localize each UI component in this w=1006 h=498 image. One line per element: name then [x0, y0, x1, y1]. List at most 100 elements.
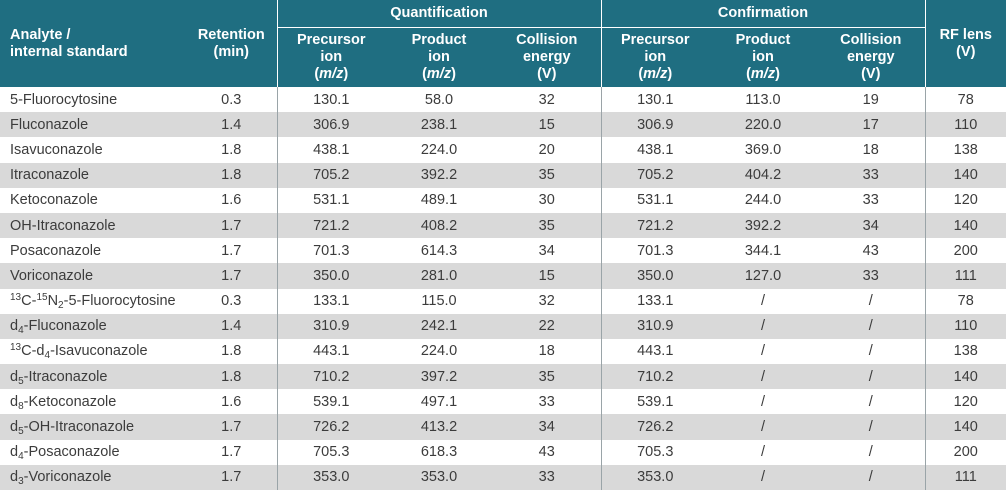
- retention-cell: 1.4: [186, 313, 277, 339]
- quant-product-cell: 115.0: [385, 288, 493, 314]
- analyte-name-part: -Itraconazole: [23, 368, 108, 385]
- analyte-name-part: Voriconazole: [10, 267, 94, 284]
- rf-lens-cell: 200: [924, 439, 1006, 465]
- conf-collision-cell: 34: [817, 212, 925, 239]
- conf-product-cell: /: [709, 364, 817, 390]
- quant-precursor-cell: 306.9: [276, 112, 385, 138]
- conf-precursor-cell: 133.1: [600, 288, 709, 314]
- retention-cell: 1.7: [186, 238, 277, 264]
- table-body: 5-Fluorocytosine 0.3 130.1 58.0 32 130.1 113.0…: [0, 87, 1006, 490]
- rf-lens-header-line2: (V): [956, 43, 976, 60]
- retention-cell: 1.8: [186, 162, 277, 188]
- rf-lens-cell: 78: [924, 87, 1006, 113]
- quant-precursor-cell: 438.1: [276, 137, 385, 163]
- quant-precursor-cell: 721.2: [276, 212, 385, 239]
- quant-precursor-cell: 130.1: [276, 87, 385, 113]
- rf-lens-cell: 110: [924, 112, 1006, 138]
- conf-collision-cell: 43: [817, 238, 925, 264]
- quant-precursor-cell: 726.2: [276, 414, 385, 440]
- conf-product-cell: 113.0: [709, 87, 817, 113]
- quant-product-cell: 224.0: [385, 338, 493, 365]
- quant-collision-cell: 15: [493, 112, 601, 138]
- analyte-name-cell: Voriconazole: [0, 263, 186, 289]
- analyte-name-cell: d3-Voriconazole: [0, 464, 186, 490]
- conf-precursor-cell: 721.2: [600, 212, 709, 239]
- table-row: 5-Fluorocytosine 0.3 130.1 58.0 32 130.1 113.0…: [0, 87, 1006, 113]
- confirmation-group-header: Confirmation: [600, 0, 925, 28]
- table-row: d3-Voriconazole 1.7 353.0 353.0 33 353.0//111: [0, 464, 1006, 490]
- analyte-name-part: d: [10, 393, 19, 410]
- quant-collision-cell: 22: [493, 313, 601, 339]
- table-row: Isavuconazole 1.8 438.1 224.0 20 438.1 369.0 18…: [0, 137, 1006, 163]
- header-line: Product: [735, 32, 791, 48]
- header-line: (V): [537, 66, 557, 82]
- conf-product-cell: 369.0: [709, 137, 817, 163]
- analyte-name-part: 4: [44, 350, 51, 362]
- analyte-name-part: OH-Itraconazole: [10, 217, 116, 234]
- conf-precursor-cell: 705.2: [600, 162, 709, 188]
- conf-precursor-header: Precursor ion (m/z): [600, 27, 709, 87]
- header-line: Collision: [840, 32, 902, 48]
- analyte-name-part: 3: [18, 476, 24, 488]
- conf-collision-cell: /: [817, 288, 925, 314]
- retention-cell: 1.7: [186, 464, 277, 490]
- retention-header: Retention (min): [186, 0, 277, 87]
- rf-lens-cell: 140: [924, 212, 1006, 239]
- analyte-name-cell: d8-Ketoconazole: [0, 389, 186, 415]
- analyte-name-part: -Voriconazole: [23, 469, 112, 486]
- retention-cell: 0.3: [186, 87, 277, 113]
- header-line: energy: [522, 49, 571, 65]
- analyte-name-part: 8: [18, 400, 24, 412]
- analyte-name-part: -Posaconazole: [23, 444, 120, 461]
- conf-precursor-cell: 306.9: [600, 112, 709, 138]
- quant-collision-cell: 15: [493, 263, 601, 289]
- conf-product-cell: /: [709, 414, 817, 440]
- analyte-name-part: C-d: [21, 343, 45, 360]
- quant-product-cell: 614.3: [385, 238, 493, 264]
- mz-unit: m/z: [426, 66, 452, 82]
- conf-product-cell: 220.0: [709, 112, 817, 138]
- conf-collision-cell: 17: [817, 112, 925, 138]
- conf-collision-cell: /: [817, 414, 925, 440]
- conf-precursor-cell: 701.3: [600, 238, 709, 264]
- conf-product-cell: 392.2: [709, 212, 817, 239]
- analyte-name-cell: Isavuconazole: [0, 137, 186, 163]
- conf-precursor-cell: 726.2: [600, 414, 709, 440]
- conf-product-cell: /: [709, 338, 817, 365]
- table-row: Fluconazole 1.4 306.9 238.1 15 306.9 220.0 17 11…: [0, 112, 1006, 138]
- retention-cell: 1.7: [186, 212, 277, 239]
- retention-cell: 1.8: [186, 338, 277, 365]
- header-line: (V): [861, 66, 881, 82]
- table-row: OH-Itraconazole 1.7 721.2 408.2 35 721.2 392.2…: [0, 212, 1006, 239]
- conf-precursor-cell: 539.1: [600, 389, 709, 415]
- analyte-name-cell: OH-Itraconazole: [0, 212, 186, 239]
- table-row: Posaconazole 1.7 701.3 614.3 34 701.3 344.1 43 2…: [0, 238, 1006, 264]
- quant-collision-cell: 32: [493, 87, 601, 113]
- conf-product-cell: 127.0: [709, 263, 817, 289]
- analyte-name-cell: Ketoconazole: [0, 187, 186, 213]
- quant-product-cell: 238.1: [385, 112, 493, 138]
- analyte-name-part: d: [10, 419, 19, 436]
- conf-precursor-cell: 531.1: [600, 187, 709, 213]
- conf-collision-cell: 33: [817, 187, 925, 213]
- analyte-name-part: d: [10, 368, 19, 385]
- quant-collision-cell: 35: [493, 212, 601, 239]
- quant-collision-cell: 34: [493, 414, 601, 440]
- conf-collision-cell: 19: [817, 87, 925, 113]
- retention-header-line1: Retention: [197, 26, 265, 43]
- rf-lens-cell: 140: [924, 414, 1006, 440]
- quant-product-cell: 413.2: [385, 414, 493, 440]
- quant-collision-cell: 18: [493, 338, 601, 365]
- analyte-name-part: -Fluconazole: [23, 318, 107, 335]
- analyte-header: Analyte / internal standard: [0, 0, 186, 87]
- analyte-name-part: Ketoconazole: [10, 192, 98, 209]
- quant-product-header: Product ion (m/z): [385, 27, 493, 87]
- analyte-name-part: 13: [10, 342, 22, 354]
- quant-precursor-cell: 133.1: [276, 288, 385, 314]
- conf-precursor-cell: 350.0: [600, 263, 709, 289]
- conf-collision-cell: /: [817, 439, 925, 465]
- analyte-name-cell: Itraconazole: [0, 162, 186, 188]
- analyte-name-cell: Posaconazole: [0, 238, 186, 264]
- retention-cell: 1.6: [186, 389, 277, 415]
- analyte-name-part: d: [10, 469, 19, 486]
